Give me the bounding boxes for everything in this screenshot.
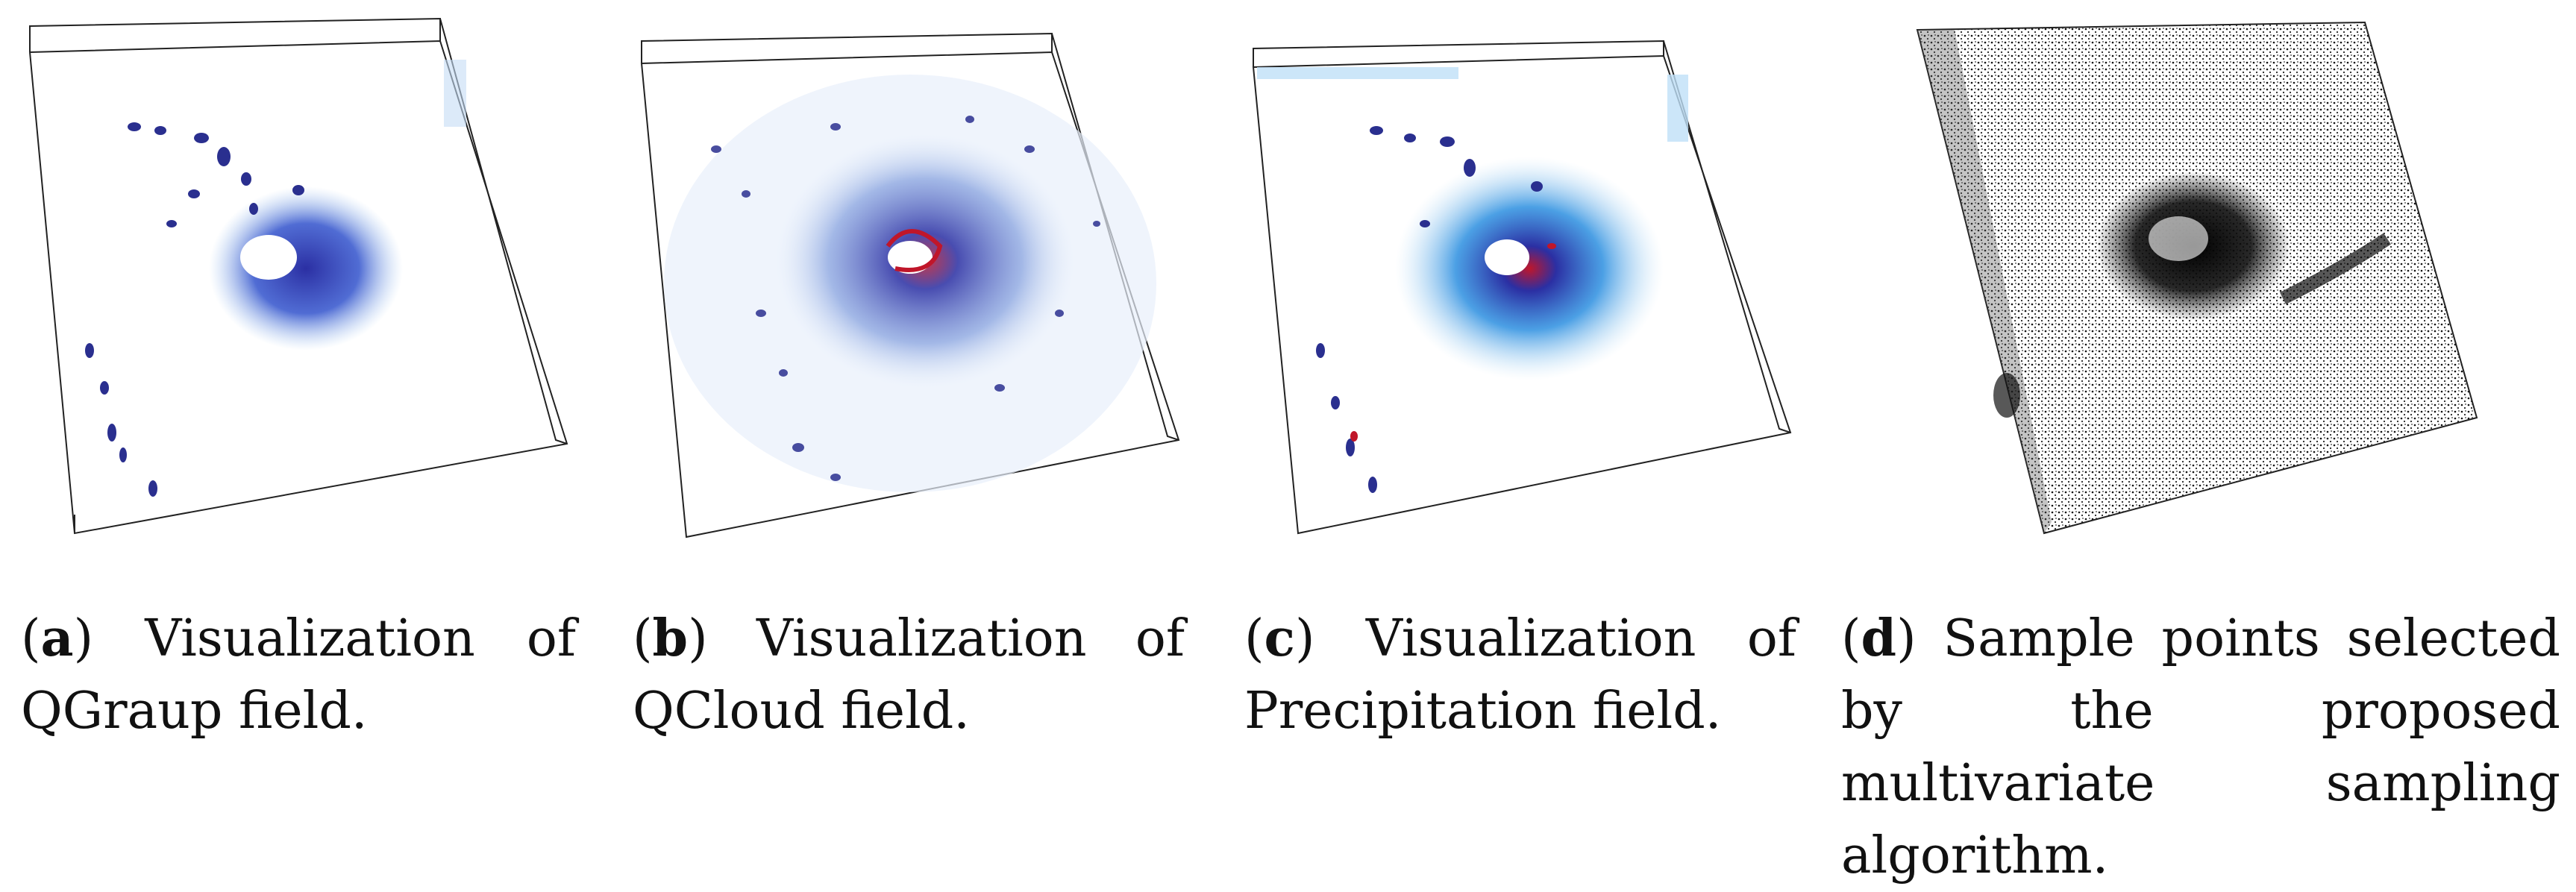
caption-tag: (a) <box>21 609 94 668</box>
caption-tag: (c) <box>1244 609 1315 668</box>
panel-d <box>1910 0 2576 597</box>
caption-b: (b) Visualization of QCloud field. <box>633 603 1185 747</box>
caption-text: Visualization of QCloud field. <box>633 609 1185 741</box>
qcloud-volume-render <box>640 32 1180 538</box>
panel-b <box>612 0 1209 597</box>
caption-text: Visualization of QGraup field. <box>21 609 576 741</box>
caption-d: (d) Sample points selected by the propos… <box>1841 603 2560 892</box>
caption-a: (a) Visualization of QGraup field. <box>21 603 576 747</box>
panel-c <box>1223 0 1820 597</box>
caption-text: Visualization of Precipitation field. <box>1244 609 1796 741</box>
panel-a <box>0 0 597 597</box>
qgraup-volume-render <box>28 17 568 535</box>
caption-tag: (d) <box>1841 609 1917 668</box>
cloud-cells <box>711 116 1100 481</box>
cell-markers <box>1316 126 1543 493</box>
caption-c: (c) Visualization of Precipitation field… <box>1244 603 1796 747</box>
caption-text: Sample points selected by the proposed m… <box>1841 609 2560 885</box>
caption-tag: (b) <box>633 609 708 668</box>
sample-points-render <box>1916 21 2478 535</box>
cell-markers <box>85 122 304 497</box>
precipitation-volume-render <box>1252 40 1792 535</box>
